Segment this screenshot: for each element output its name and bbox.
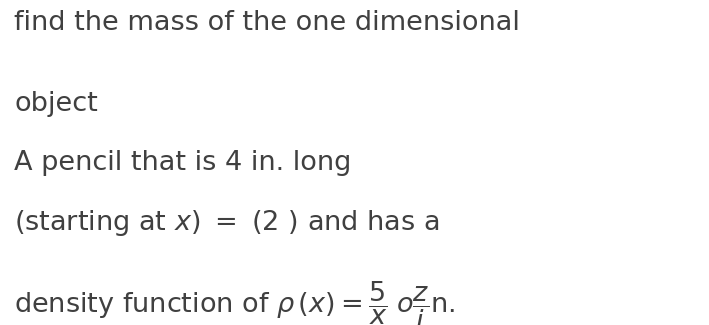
- Text: (starting at $x$) $=$ (2 ) and has a: (starting at $x$) $=$ (2 ) and has a: [14, 208, 440, 238]
- Text: find the mass of the one dimensional: find the mass of the one dimensional: [14, 10, 520, 36]
- Text: object: object: [14, 91, 98, 117]
- Text: density function of $\rho\,(x) = \dfrac{5}{x}\; o\dfrac{z}{i}$n.: density function of $\rho\,(x) = \dfrac{…: [14, 280, 456, 325]
- Text: A pencil that is 4 in. long: A pencil that is 4 in. long: [14, 150, 352, 176]
